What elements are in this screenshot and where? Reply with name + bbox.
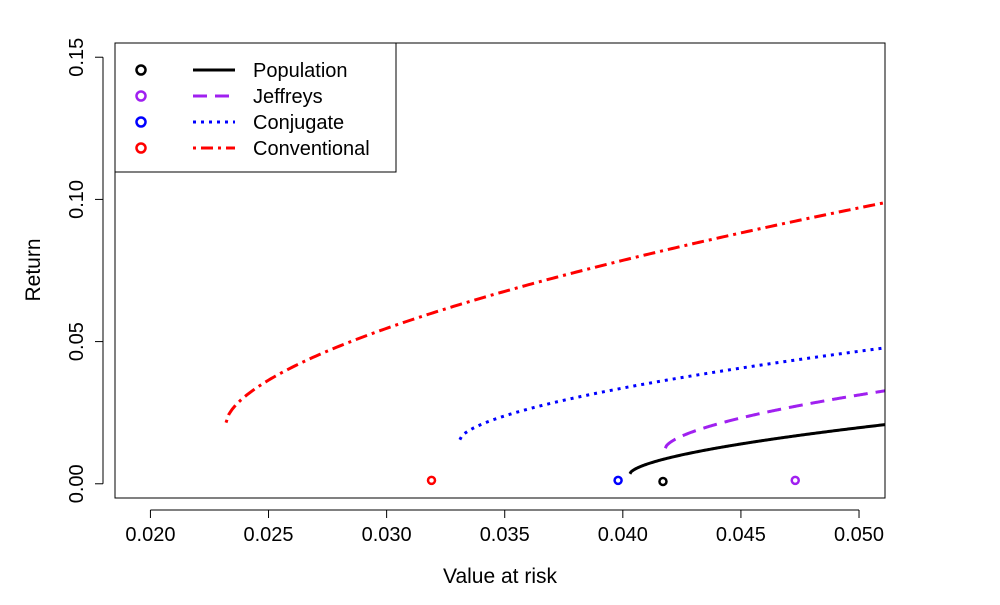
plot-area	[224, 201, 885, 487]
series-line-jeffreys	[663, 389, 885, 449]
series-line-population	[628, 423, 885, 475]
x-tick-label: 0.020	[125, 524, 175, 546]
x-tick-label: 0.030	[362, 524, 412, 546]
y-axis-title: Return	[22, 238, 45, 301]
y-tick-label: 0.10	[66, 180, 88, 219]
x-tick-label: 0.050	[834, 524, 884, 546]
x-tick-label: 0.035	[480, 524, 530, 546]
legend: Population Jeffreys Conjugate Conventional	[114, 42, 397, 173]
series-point-conjugate	[613, 475, 623, 486]
series-point-population	[658, 476, 668, 487]
legend-marker-population	[135, 64, 147, 76]
y-tick-label: 0.00	[66, 464, 88, 503]
y-tick-label: 0.05	[66, 322, 88, 361]
x-tick-label: 0.040	[598, 524, 648, 546]
plot-frame	[114, 42, 886, 499]
legend-marker-jeffreys	[135, 90, 147, 102]
legend-box	[114, 42, 397, 173]
legend-marker-conjugate	[135, 116, 147, 128]
series-point-conventional	[426, 475, 437, 486]
y-axis: 0.00 0.05 0.10 0.15	[66, 38, 104, 503]
series-line-conventional	[224, 201, 885, 424]
legend-label-conjugate: Conjugate	[253, 112, 344, 134]
x-axis-title: Value at risk	[443, 565, 557, 588]
y-tick-label: 0.15	[66, 38, 88, 77]
legend-marker-conventional	[135, 142, 147, 154]
legend-label-population: Population	[253, 60, 348, 82]
series-point-jeffreys	[790, 475, 800, 486]
x-tick-label: 0.025	[243, 524, 293, 546]
x-tick-label: 0.045	[716, 524, 766, 546]
legend-label-jeffreys: Jeffreys	[253, 86, 323, 108]
x-axis: 0.020 0.025 0.030 0.035 0.040 0.045 0.050	[125, 509, 884, 546]
legend-label-conventional: Conventional	[253, 138, 370, 160]
